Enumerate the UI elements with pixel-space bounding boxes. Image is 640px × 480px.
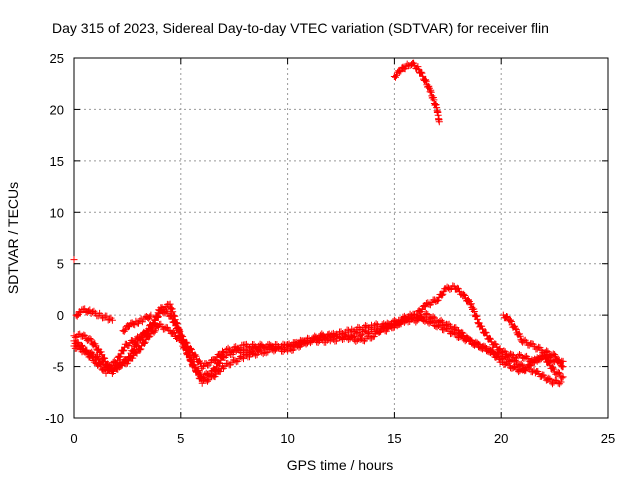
series-track-g xyxy=(390,59,443,126)
data-point xyxy=(487,335,504,354)
data-point xyxy=(506,316,519,332)
data-point xyxy=(113,343,129,367)
data-point xyxy=(551,368,566,382)
data-point xyxy=(188,346,205,370)
data-point xyxy=(123,348,141,367)
data-point xyxy=(104,314,115,324)
tick-marks xyxy=(73,57,609,419)
data-point xyxy=(444,320,461,334)
data-point xyxy=(455,327,472,342)
y-tick-label: 25 xyxy=(50,51,64,66)
data-point xyxy=(497,347,514,360)
series-track-f xyxy=(499,311,567,371)
data-point xyxy=(96,309,111,322)
data-point xyxy=(209,347,226,365)
data-point xyxy=(220,353,247,372)
series-track-d xyxy=(72,305,116,324)
data-point xyxy=(104,357,119,371)
x-tick-label: 20 xyxy=(494,431,508,446)
data-point xyxy=(108,316,116,324)
data-point xyxy=(87,336,103,354)
x-axis-label: GPS time / hours xyxy=(287,457,394,473)
data-point xyxy=(529,352,547,365)
data-point xyxy=(241,347,269,361)
data-point xyxy=(326,326,354,341)
data-point xyxy=(76,305,87,317)
data-point xyxy=(138,313,149,326)
y-tick-label: 10 xyxy=(50,205,64,220)
y-tick-label: 20 xyxy=(50,102,64,117)
data-point xyxy=(559,373,567,381)
data-point xyxy=(412,302,429,321)
data-point xyxy=(81,305,94,316)
y-tick-label: 15 xyxy=(50,154,64,169)
data-point xyxy=(403,60,414,70)
data-point xyxy=(422,310,440,325)
data-point xyxy=(166,300,184,339)
data-point xyxy=(540,347,557,360)
data-point xyxy=(414,63,427,83)
y-axis-label: SDTVAR / TECUs xyxy=(5,182,21,294)
data-point xyxy=(427,86,441,112)
x-tick-label: 0 xyxy=(70,431,77,446)
data-point xyxy=(91,356,109,374)
data-point xyxy=(420,76,434,96)
x-tick-label: 10 xyxy=(280,431,294,446)
y-tick-label: 0 xyxy=(57,308,64,323)
data-point xyxy=(143,313,154,322)
plot-frame xyxy=(73,57,609,419)
data-point xyxy=(519,358,536,375)
x-tick-label: 25 xyxy=(601,431,615,446)
x-tick-label: 5 xyxy=(177,431,184,446)
data-point xyxy=(130,333,145,346)
data-point xyxy=(397,62,410,75)
data-point xyxy=(121,337,137,350)
series-track-h xyxy=(70,256,78,264)
data-point xyxy=(155,320,173,334)
y-tick-label: 5 xyxy=(57,257,64,272)
data-point xyxy=(72,308,83,320)
y-tick-label: -5 xyxy=(52,360,64,375)
data-point xyxy=(559,363,567,371)
data-point xyxy=(422,296,440,309)
series-track-e xyxy=(119,311,155,335)
data-point xyxy=(147,311,155,319)
data-point xyxy=(465,336,482,349)
data-point xyxy=(549,376,564,388)
data-point xyxy=(126,319,139,330)
data-point xyxy=(519,352,536,365)
data-point xyxy=(147,306,163,335)
data-point xyxy=(459,290,474,309)
data-point xyxy=(284,338,311,355)
data-point xyxy=(408,59,421,73)
data-point xyxy=(435,118,443,126)
data-point xyxy=(467,300,483,328)
chart-title: Day 315 of 2023, Sidereal Day-to-day VTE… xyxy=(52,20,549,36)
x-tick-label: 15 xyxy=(387,431,401,446)
data-point xyxy=(188,357,205,383)
data-point xyxy=(262,341,290,355)
data-points xyxy=(70,59,567,388)
data-point xyxy=(508,351,525,362)
data-point xyxy=(326,331,354,345)
y-tick-label: -10 xyxy=(45,411,64,426)
series-track-c xyxy=(70,282,567,372)
data-point xyxy=(70,256,78,264)
